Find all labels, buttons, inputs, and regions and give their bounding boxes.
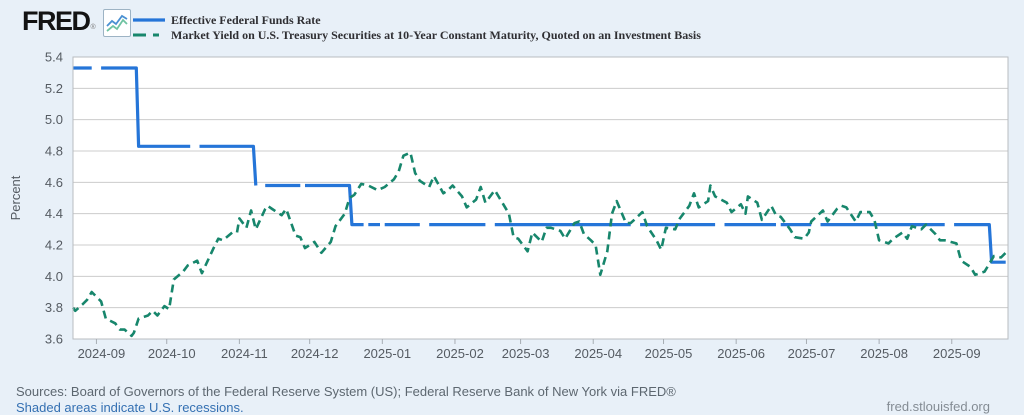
x-axis-label: 2025-01 (363, 346, 411, 361)
y-axis-label: 4.4 (45, 206, 63, 221)
legend-item-dgs10: Market Yield on U.S. Treasury Securities… (133, 28, 701, 42)
y-axis-label: 4.8 (45, 144, 63, 159)
x-axis-label: 2024-11 (221, 346, 268, 361)
footer: Sources: Board of Governors of the Feder… (16, 384, 676, 415)
y-axis-label: 3.6 (45, 332, 63, 347)
y-axis-label: 5.4 (45, 50, 63, 65)
fred-logo-registered-mark: ® (90, 24, 96, 31)
x-axis-label: 2025-04 (574, 346, 622, 361)
legend-label-dgs10: Market Yield on U.S. Treasury Securities… (171, 27, 701, 42)
y-axis-label: 4.6 (45, 175, 63, 190)
x-axis-label: 2025-09 (933, 346, 981, 361)
fred-site-link[interactable]: fred.stlouisfed.org (886, 399, 990, 414)
series-effr (199, 144, 258, 186)
x-axis-label: 2025-08 (860, 346, 908, 361)
fred-logo-chart-icon (102, 9, 131, 37)
plot-border (72, 56, 1009, 340)
recession-note-link[interactable]: Shaded areas indicate U.S. recessions. (16, 399, 244, 415)
x-axis-label: 2025-03 (502, 346, 550, 361)
header: FRED ® Effective Federal Funds Rate Marke… (0, 0, 1024, 50)
y-axis-label: 4.2 (45, 238, 63, 253)
x-axis-label: 2025-06 (717, 346, 765, 361)
y-axis-title: Percent (8, 175, 23, 220)
x-axis-label: 2024-10 (148, 346, 196, 361)
x-axis-label: 2024-09 (78, 346, 126, 361)
chart-canvas: 5.4 5.2 5.0 4.8 4.6 4.4 4.2 4.0 3.8 3.6 2024-09 202… (8, 50, 1009, 361)
plot-area (73, 57, 1008, 339)
x-axis-label: 2025-07 (788, 346, 836, 361)
legend-item-effr: Effective Federal Funds Rate (133, 13, 701, 27)
x-axis-label: 2025-02 (436, 346, 484, 361)
fred-logo-text: FRED (22, 6, 91, 36)
dgs10-line-swatch (133, 33, 165, 37)
series-dgs10 (71, 151, 1007, 338)
x-axis-label: 2025-05 (645, 346, 693, 361)
y-axis-label: 5.2 (45, 81, 63, 96)
series-effr (101, 66, 191, 148)
legend-label-effr: Effective Federal Funds Rate (171, 12, 321, 27)
x-axis-label: 2024-12 (291, 346, 339, 361)
series-effr (305, 183, 364, 227)
y-axis-label: 5.0 (45, 112, 63, 127)
y-axis-label: 3.8 (45, 300, 63, 315)
y-axis-label: 4.0 (45, 269, 63, 284)
sources-text: Sources: Board of Governors of the Feder… (16, 384, 676, 399)
chart-legend: Effective Federal Funds Rate Market Yiel… (133, 13, 701, 42)
series-effr (954, 223, 1006, 264)
effr-line-swatch (133, 18, 165, 22)
fred-logo[interactable]: FRED ® (22, 6, 131, 37)
